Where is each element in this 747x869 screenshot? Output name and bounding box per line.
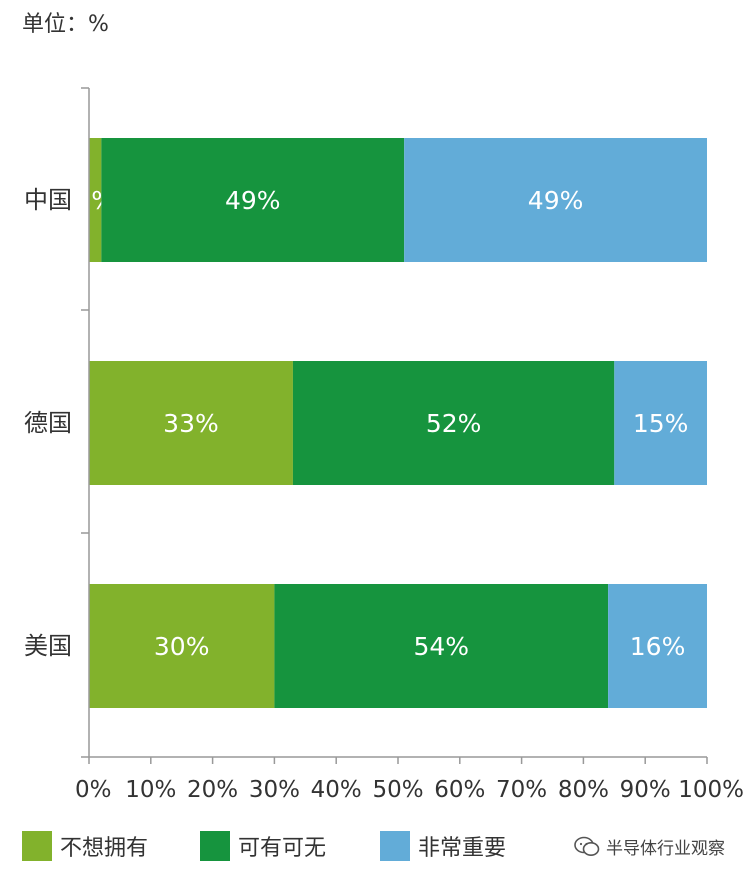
x-tick-label-2: 20% [187, 777, 238, 803]
legend-label-0: 不想拥有 [60, 836, 149, 861]
legend-swatch-1 [200, 831, 230, 861]
data-label-2-2: 16% [630, 632, 686, 661]
x-tick-label-8: 80% [558, 777, 609, 803]
bar-0-2 [404, 138, 707, 262]
data-label-2-1: 54% [413, 632, 469, 661]
x-tick-label-6: 60% [434, 777, 485, 803]
x-tick-label-5: 50% [372, 777, 423, 803]
data-label-2-0: 30% [154, 632, 210, 661]
wechat-icon [574, 836, 600, 856]
x-tick-label-4: 40% [311, 777, 362, 803]
legend: 不想拥有 可有可无 非常重要 [0, 830, 747, 864]
data-label-1-1: 52% [426, 409, 482, 438]
bar-0-1 [101, 138, 405, 262]
watermark-text: 半导体行业观察 [606, 839, 725, 859]
legend-swatch-2 [380, 831, 410, 861]
bar-2-2 [608, 584, 707, 708]
legend-item-0: 不想拥有 [22, 830, 148, 862]
x-tick-label-1: 10% [125, 777, 176, 803]
bar-1-1 [292, 361, 615, 485]
data-label-1-0: 33% [163, 409, 219, 438]
x-tick-label-0: 0% [75, 777, 112, 803]
bar-2-0 [89, 584, 275, 708]
x-tick-label-3: 30% [249, 777, 300, 803]
unit-label: 单位：% [22, 12, 109, 37]
bar-2-1 [274, 584, 609, 708]
legend-swatch-0 [22, 831, 52, 861]
x-tick-label-10: 100% [678, 777, 744, 803]
bar-1-2 [614, 361, 707, 485]
category-label-0: 中国 [24, 186, 72, 214]
legend-label-2: 非常重要 [418, 836, 507, 861]
legend-label-1: 可有可无 [238, 836, 327, 861]
bar-0-0 [89, 138, 102, 262]
category-label-1: 德国 [24, 409, 72, 437]
bar-1-0 [89, 361, 293, 485]
data-label-1-2: 15% [633, 409, 689, 438]
watermark: 半导体行业观察 [574, 834, 725, 859]
x-tick-label-7: 70% [496, 777, 547, 803]
category-label-2: 美国 [24, 632, 72, 660]
data-label-0-2: 49% [528, 186, 584, 215]
legend-item-2: 非常重要 [380, 830, 506, 862]
legend-item-1: 可有可无 [200, 830, 326, 862]
x-tick-label-9: 90% [620, 777, 671, 803]
data-label-0-1: 49% [225, 186, 281, 215]
